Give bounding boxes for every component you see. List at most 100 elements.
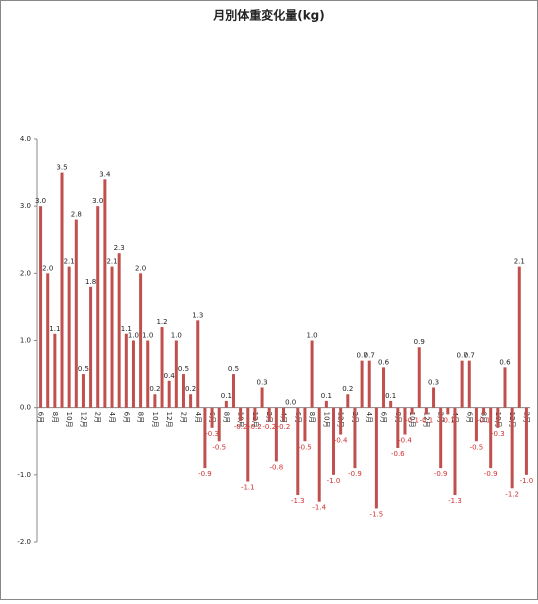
y-tick-label: -2.0 xyxy=(17,538,31,546)
data-label: 1.0 xyxy=(171,332,182,340)
bar xyxy=(317,407,321,502)
x-tick-label: 8月 xyxy=(51,412,59,423)
x-tick-label: 10月 xyxy=(322,412,330,428)
bar xyxy=(231,374,235,408)
bar xyxy=(189,394,193,408)
bar xyxy=(53,333,57,408)
bar xyxy=(332,407,336,475)
bar xyxy=(403,407,407,435)
bar xyxy=(81,374,85,408)
x-tick-label: 4月 xyxy=(108,412,116,423)
data-label: 1.1 xyxy=(49,325,60,333)
data-label: -0.2 xyxy=(234,423,248,431)
bar xyxy=(260,387,264,408)
data-label: -0.9 xyxy=(198,470,212,478)
bar xyxy=(239,407,243,422)
x-tick-label: 2月 xyxy=(94,412,102,423)
bar xyxy=(467,360,471,408)
bar xyxy=(417,347,421,408)
bar xyxy=(117,253,121,408)
bar xyxy=(67,266,71,408)
bar xyxy=(374,407,378,509)
bar xyxy=(453,407,457,495)
data-label: 1.0 xyxy=(307,332,318,340)
bar xyxy=(131,340,135,408)
bar xyxy=(39,206,43,408)
bar xyxy=(103,179,107,408)
data-label: 2.0 xyxy=(135,264,146,272)
data-label: -0.9 xyxy=(348,470,362,478)
bar xyxy=(324,400,328,408)
bar xyxy=(89,286,93,408)
data-label: -1.0 xyxy=(327,477,341,485)
data-label: 2.1 xyxy=(64,258,75,266)
bar xyxy=(160,327,164,408)
data-label: 0.3 xyxy=(428,379,439,387)
bar xyxy=(110,266,114,408)
data-label: 0.7 xyxy=(357,352,368,360)
data-label: 0.5 xyxy=(178,365,189,373)
data-label: -1.5 xyxy=(370,510,384,518)
data-label: 2.8 xyxy=(71,211,82,219)
data-label: 3.0 xyxy=(92,197,103,205)
x-tick-label: 12月 xyxy=(422,412,430,428)
bar xyxy=(246,407,250,482)
x-tick-label: 10月 xyxy=(151,412,159,428)
data-label: -0.8 xyxy=(270,463,284,471)
bar xyxy=(503,367,507,408)
data-label: 0.4 xyxy=(164,372,176,380)
data-label: -0.4 xyxy=(398,437,412,445)
bar xyxy=(460,360,464,408)
bar xyxy=(474,407,478,442)
data-label: 2.0 xyxy=(42,264,53,272)
y-tick-label: 2.0 xyxy=(20,269,31,277)
bar xyxy=(296,407,300,495)
bar xyxy=(382,367,386,408)
data-label: -0.2 xyxy=(262,423,276,431)
bar xyxy=(124,333,128,408)
bar xyxy=(489,407,493,469)
bar xyxy=(253,407,257,422)
bar xyxy=(424,407,428,415)
x-tick-label: 4月 xyxy=(365,412,373,423)
bar xyxy=(496,407,500,428)
data-label: 1.2 xyxy=(156,318,167,326)
data-label: 0.6 xyxy=(378,358,390,366)
x-tick-label: 6月 xyxy=(465,412,473,423)
bar xyxy=(439,407,443,469)
y-tick-label: 3.0 xyxy=(20,202,31,210)
bar xyxy=(146,340,150,408)
data-label: 0.0 xyxy=(285,399,296,407)
data-label: 1.8 xyxy=(85,278,96,286)
chart-title: 月別体重変化量(kg) xyxy=(212,8,325,23)
bar xyxy=(196,320,200,408)
bar xyxy=(367,360,371,408)
data-label: -1.1 xyxy=(241,484,255,492)
x-tick-label: 6月 xyxy=(122,412,130,423)
data-label: -0.1 xyxy=(420,416,434,424)
bar xyxy=(389,400,393,408)
bar xyxy=(167,380,171,408)
data-label: -1.4 xyxy=(312,504,326,512)
data-label: -0.4 xyxy=(334,437,348,445)
bar xyxy=(432,387,436,408)
bar xyxy=(510,407,514,489)
x-tick-label: 8月 xyxy=(137,412,145,423)
data-label: 1.0 xyxy=(142,332,153,340)
bar xyxy=(310,340,314,408)
x-tick-label: 8月 xyxy=(308,412,316,423)
data-label: -0.5 xyxy=(470,443,484,451)
bar xyxy=(210,407,214,428)
data-label: -0.2 xyxy=(248,423,262,431)
data-label: -0.2 xyxy=(277,423,291,431)
data-label: 0.2 xyxy=(149,385,160,393)
bar xyxy=(96,206,100,408)
data-label: -0.9 xyxy=(434,470,448,478)
data-label: 0.1 xyxy=(321,392,332,400)
data-label: 0.2 xyxy=(342,385,353,393)
bar xyxy=(224,400,228,408)
y-tick-label: -1.0 xyxy=(17,471,31,479)
